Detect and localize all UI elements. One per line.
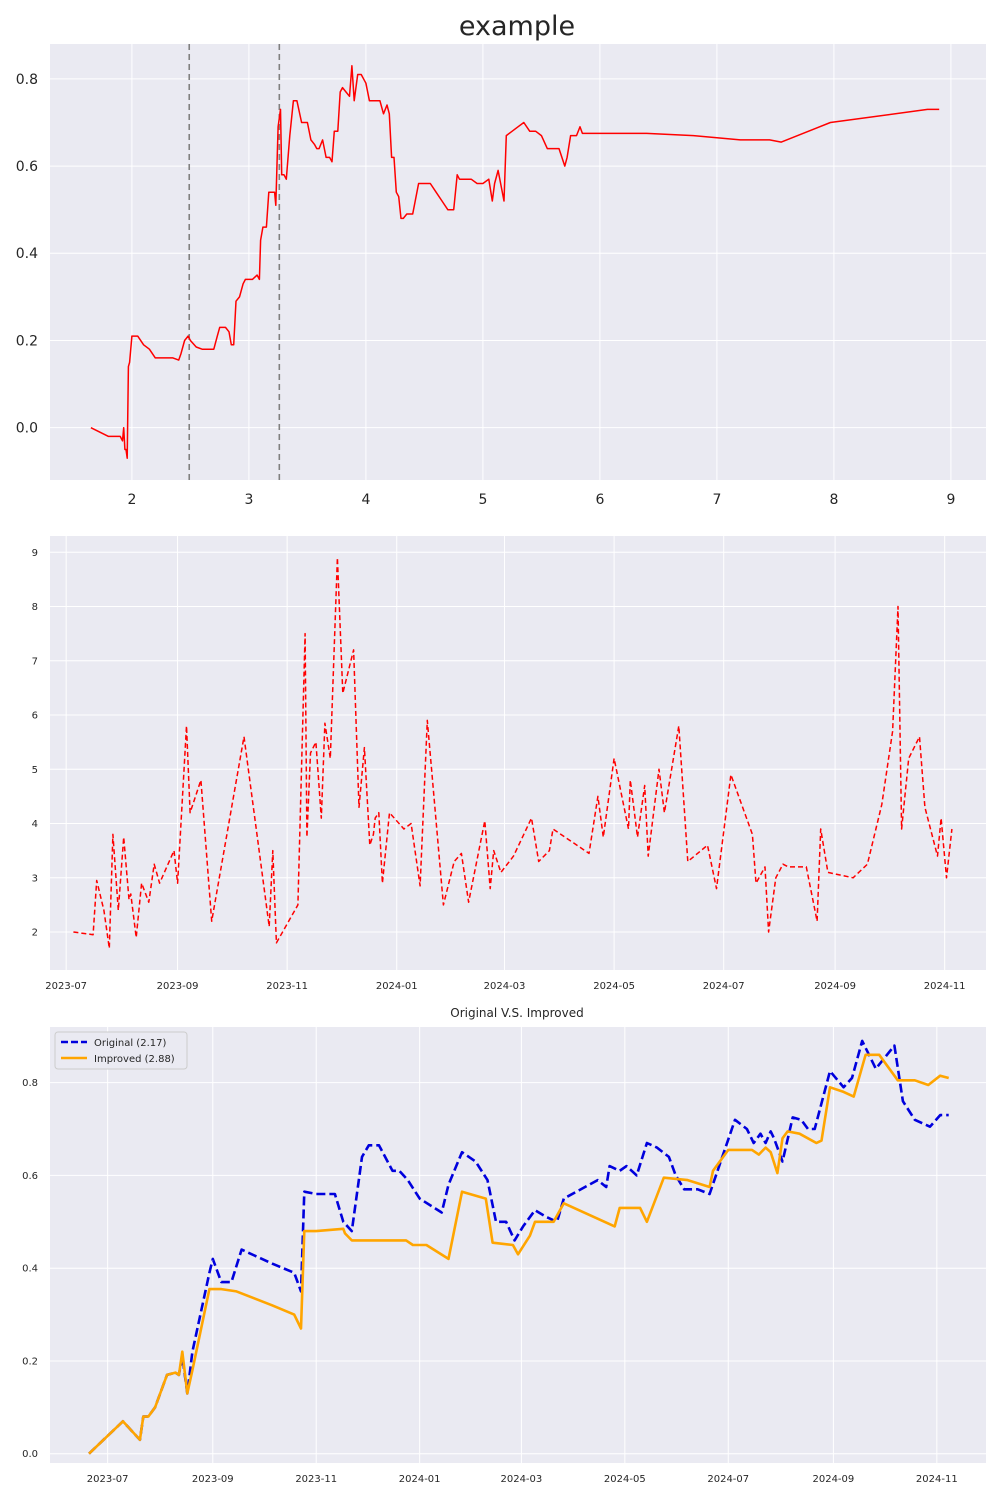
legend-box	[54, 1031, 188, 1070]
y-tick-label: 0.0	[16, 421, 38, 437]
y-tick-label: 3	[32, 873, 38, 884]
y-tick-label: 0.4	[16, 246, 38, 262]
x-tick-label: 2023-09	[157, 981, 199, 992]
x-tick-label: 2023-11	[266, 981, 308, 992]
plot-area	[50, 44, 986, 480]
x-tick-label: 2024-09	[814, 981, 856, 992]
chart-title: Original V.S. Improved	[450, 1006, 583, 1020]
x-tick-label: 2024-05	[604, 1474, 646, 1485]
y-tick-label: 0.4	[22, 1264, 38, 1275]
x-tick-label: 2023-07	[87, 1474, 129, 1485]
legend: Original (2.17) Improved (2.88)	[54, 1031, 188, 1070]
x-tick-label: 2	[127, 492, 136, 508]
y-tick-label: 2	[32, 928, 38, 939]
chart-example: example 2 3 4 5 6 7 8 9 0.0 0.2 0.4 0.6 0.8	[16, 11, 986, 508]
chart-original-vs-improved: Original V.S. Improved 2023-07 2023-09 202…	[22, 1006, 986, 1485]
x-tick-label: 2024-07	[707, 1474, 749, 1485]
x-tick-label: 2024-09	[812, 1474, 854, 1485]
y-tick-label: 0.6	[16, 159, 38, 175]
y-tick-label: 0.8	[16, 72, 38, 88]
gridlines	[50, 44, 986, 480]
gridlines	[50, 1027, 986, 1463]
y-tick-label: 0.2	[16, 333, 38, 349]
x-tick-label: 2023-11	[295, 1474, 337, 1485]
x-tick-label: 6	[595, 492, 604, 508]
x-tick-label: 2023-09	[192, 1474, 234, 1485]
y-tick-label: 0.2	[22, 1356, 38, 1367]
y-tick-label: 4	[32, 819, 38, 830]
plot-area	[50, 1027, 986, 1463]
y-tick-label: 0.6	[22, 1171, 38, 1182]
series-line	[73, 556, 953, 950]
legend-label: Original (2.17)	[94, 1038, 166, 1049]
y-tick-label: 5	[32, 765, 38, 776]
x-tick-label: 2024-07	[703, 981, 745, 992]
series-line	[88, 1053, 950, 1455]
y-tick-label: 9	[32, 548, 38, 559]
chart-dashed-series: 2023-07 2023-09 2023-11 2024-01 2024-03 2024-…	[32, 536, 986, 992]
x-tick-label: 2024-01	[399, 1474, 441, 1485]
x-tick-label: 2023-07	[45, 981, 87, 992]
x-tick-label: 7	[712, 492, 721, 508]
x-tick-label: 2024-11	[916, 1474, 958, 1485]
y-tick-label: 0.0	[22, 1449, 38, 1460]
x-tick-label: 2024-03	[500, 1474, 542, 1485]
series-line	[88, 1039, 949, 1455]
x-tick-label: 2024-03	[484, 981, 526, 992]
x-tick-label: 5	[478, 492, 487, 508]
x-tick-label: 3	[244, 492, 253, 508]
x-tick-label: 9	[946, 492, 955, 508]
y-tick-label: 6	[32, 711, 38, 722]
y-tick-label: 8	[32, 602, 38, 613]
x-tick-label: 8	[829, 492, 838, 508]
series-line	[90, 65, 940, 459]
legend-label: Improved (2.88)	[94, 1054, 175, 1065]
x-tick-label: 2024-05	[593, 981, 635, 992]
plot-area	[50, 536, 986, 970]
x-tick-label: 2024-01	[376, 981, 418, 992]
gridlines	[50, 536, 986, 970]
y-tick-label: 0.8	[22, 1078, 38, 1089]
x-tick-label: 2024-11	[924, 981, 966, 992]
y-tick-label: 7	[32, 656, 38, 667]
chart-title: example	[459, 11, 575, 42]
x-tick-label: 4	[361, 492, 370, 508]
